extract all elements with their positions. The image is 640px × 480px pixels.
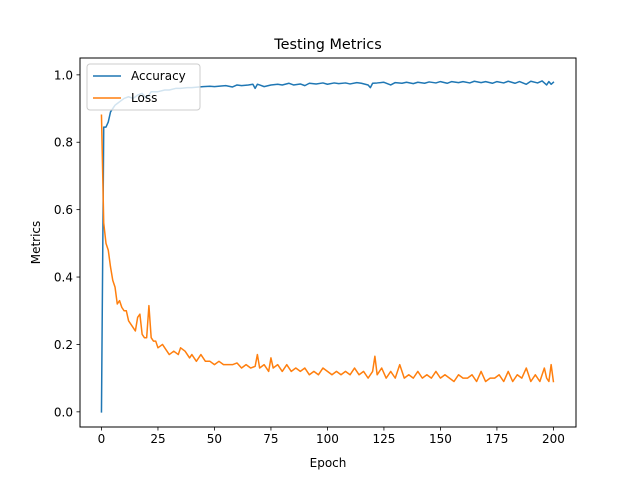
legend: Accuracy Loss [86,63,201,111]
y-tick-label: 1.0 [54,68,73,82]
chart-title: Testing Metrics [273,37,381,53]
x-tick-label: 75 [263,432,278,446]
series-line-loss [100,114,555,383]
y-axis-label: Metrics [29,221,43,265]
x-tick-label: 25 [150,432,165,446]
x-tick-label: 200 [542,432,565,446]
x-tick-label: 150 [429,432,452,446]
y-tick-label: 0.2 [54,338,73,352]
x-tick-label: 50 [207,432,222,446]
x-tick-label: 0 [98,432,106,446]
x-tick-label: 175 [485,432,508,446]
y-tick-label: 0.4 [54,271,73,285]
x-tick-label: 125 [372,432,395,446]
x-axis: 0 25 50 75 100 125 150 175 200 [98,427,565,446]
legend-label-accuracy: Accuracy [131,69,186,83]
x-tick-label: 100 [316,432,339,446]
y-tick-label: 0.8 [54,136,73,150]
y-tick-label: 0.0 [54,405,73,419]
x-axis-label: Epoch [310,456,347,470]
plot-frame [79,57,577,428]
y-axis: 0.0 0.2 0.4 0.6 0.8 1.0 [54,68,80,419]
y-tick-label: 0.6 [54,203,73,217]
legend-label-loss: Loss [131,91,157,105]
